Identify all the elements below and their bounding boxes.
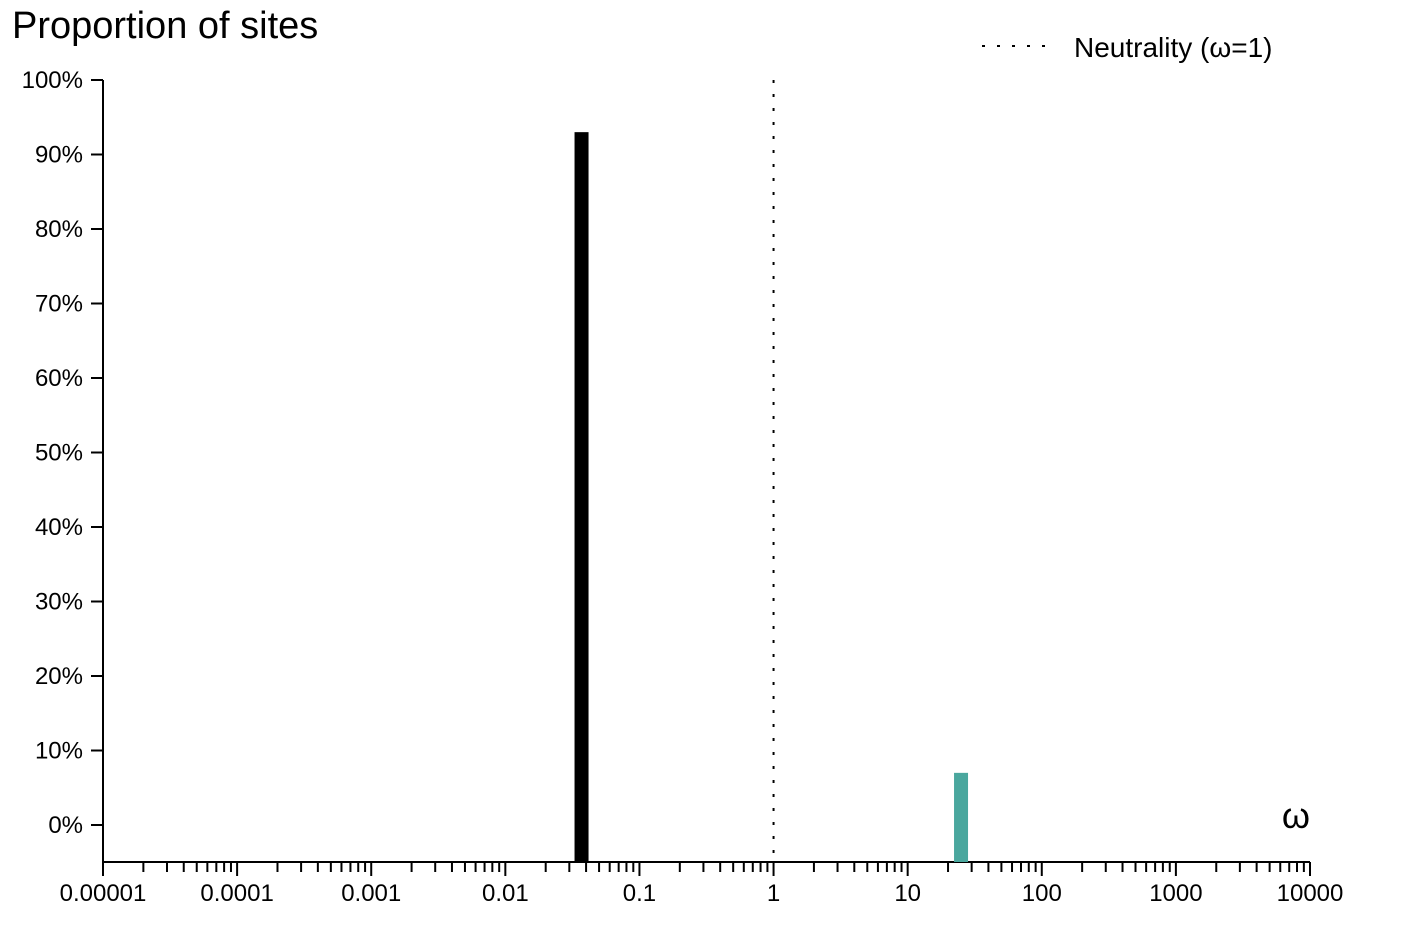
legend-label: Neutrality (ω=1) bbox=[1074, 32, 1272, 63]
y-tick-label: 50% bbox=[35, 440, 83, 467]
y-tick-label: 20% bbox=[35, 663, 83, 690]
x-tick-label: 100 bbox=[1022, 880, 1062, 907]
legend: Neutrality (ω=1) bbox=[982, 32, 1272, 63]
x-tick-label: 0.00001 bbox=[60, 880, 147, 907]
y-tick-label: 40% bbox=[35, 514, 83, 541]
x-tick-label: 0.1 bbox=[623, 880, 656, 907]
bars bbox=[574, 132, 969, 862]
y-tick-label: 70% bbox=[35, 291, 83, 318]
x-tick-label: 0.0001 bbox=[200, 880, 273, 907]
y-tick-label: 0% bbox=[48, 812, 83, 839]
bar bbox=[574, 132, 589, 862]
y-tick-label: 80% bbox=[35, 216, 83, 243]
y-tick-label: 60% bbox=[35, 365, 83, 392]
x-tick-label: 0.001 bbox=[341, 880, 401, 907]
x-axis-label: ω bbox=[1282, 795, 1310, 836]
x-tick-label: 10000 bbox=[1277, 880, 1344, 907]
bar bbox=[954, 772, 969, 862]
y-axis: 100% 90% 80% 70% 60% 50% 40% 30% 20% 10% 0% bbox=[22, 67, 104, 862]
x-axis: 0.00001 0.0001 0.001 0.01 0.1 1 10 100 1000 10000 bbox=[60, 861, 1344, 907]
y-tick-label: 100% bbox=[22, 67, 83, 94]
x-tick-label: 0.01 bbox=[482, 880, 529, 907]
y-tick-label: 30% bbox=[35, 589, 83, 616]
x-tick-label: 1 bbox=[767, 880, 780, 907]
y-tick-label: 10% bbox=[35, 738, 83, 765]
chart-title: Proportion of sites bbox=[12, 5, 318, 47]
x-tick-label: 1000 bbox=[1149, 880, 1202, 907]
y-tick-label: 90% bbox=[35, 142, 83, 169]
x-tick-label: 10 bbox=[894, 880, 921, 907]
